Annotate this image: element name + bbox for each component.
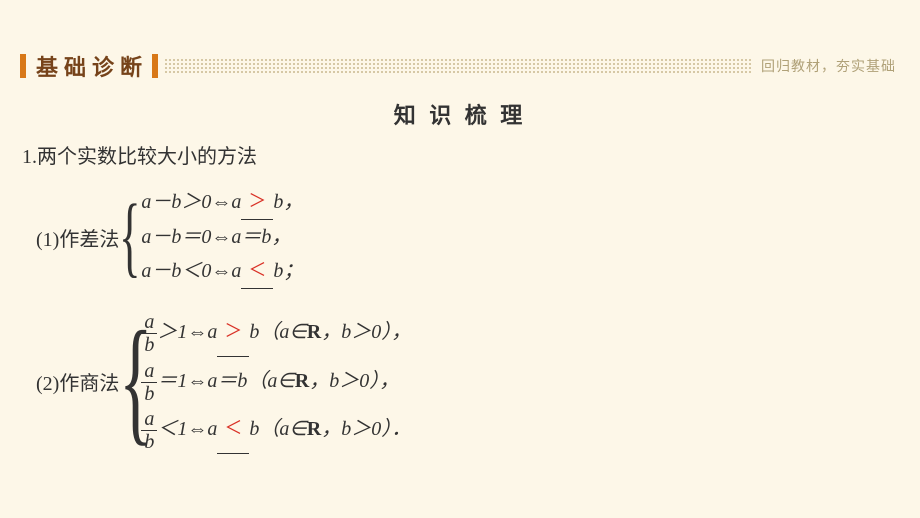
header-bar-left (20, 54, 26, 78)
brace-icon: { (119, 311, 153, 451)
answer-gt-2: ＞ (224, 321, 242, 341)
content-title: 知 识 梳 理 (0, 98, 920, 130)
formula2-label: (2)作商法 (36, 367, 119, 396)
formula1-label: (1)作差法 (36, 223, 119, 252)
formula-quotient: (2)作商法 { ab＞1⇔a＞b（a∈R，b＞0）， ab＝1⇔a＝b（a∈R… (36, 308, 411, 454)
answer-lt-2: ＜ (224, 418, 242, 438)
formula-difference: (1)作差法 { a－b＞0⇔a＞b， a－b＝0⇔a＝b， a－b＜0⇔a＜b… (36, 185, 303, 289)
brace-icon: { (119, 192, 141, 282)
formula1-line1: a－b＞0⇔a＞b， (141, 185, 303, 220)
section-title: 1.两个实数比较大小的方法 (22, 140, 257, 169)
header-title: 基础诊断 (36, 50, 148, 82)
answer-lt-1: ＜ (248, 260, 266, 280)
answer-gt-1: ＞ (248, 191, 266, 211)
formula1-line3: a－b＜0⇔a＜b； (141, 254, 303, 289)
header-bar-right (152, 54, 158, 78)
header-subtitle: 回归教材，夯实基础 (761, 56, 896, 76)
header-dotted-line (164, 58, 753, 74)
formula2-line2: ab＝1⇔a＝b（a∈R，b＞0）， (141, 357, 411, 405)
formula2-line1: ab＞1⇔a＞b（a∈R，b＞0）， (141, 308, 411, 357)
formula1-line2: a－b＝0⇔a＝b， (141, 220, 303, 254)
formula2-line3: ab＜1⇔a＜b（a∈R，b＞0）． (141, 405, 411, 454)
header: 基础诊断 回归教材，夯实基础 (0, 52, 920, 80)
